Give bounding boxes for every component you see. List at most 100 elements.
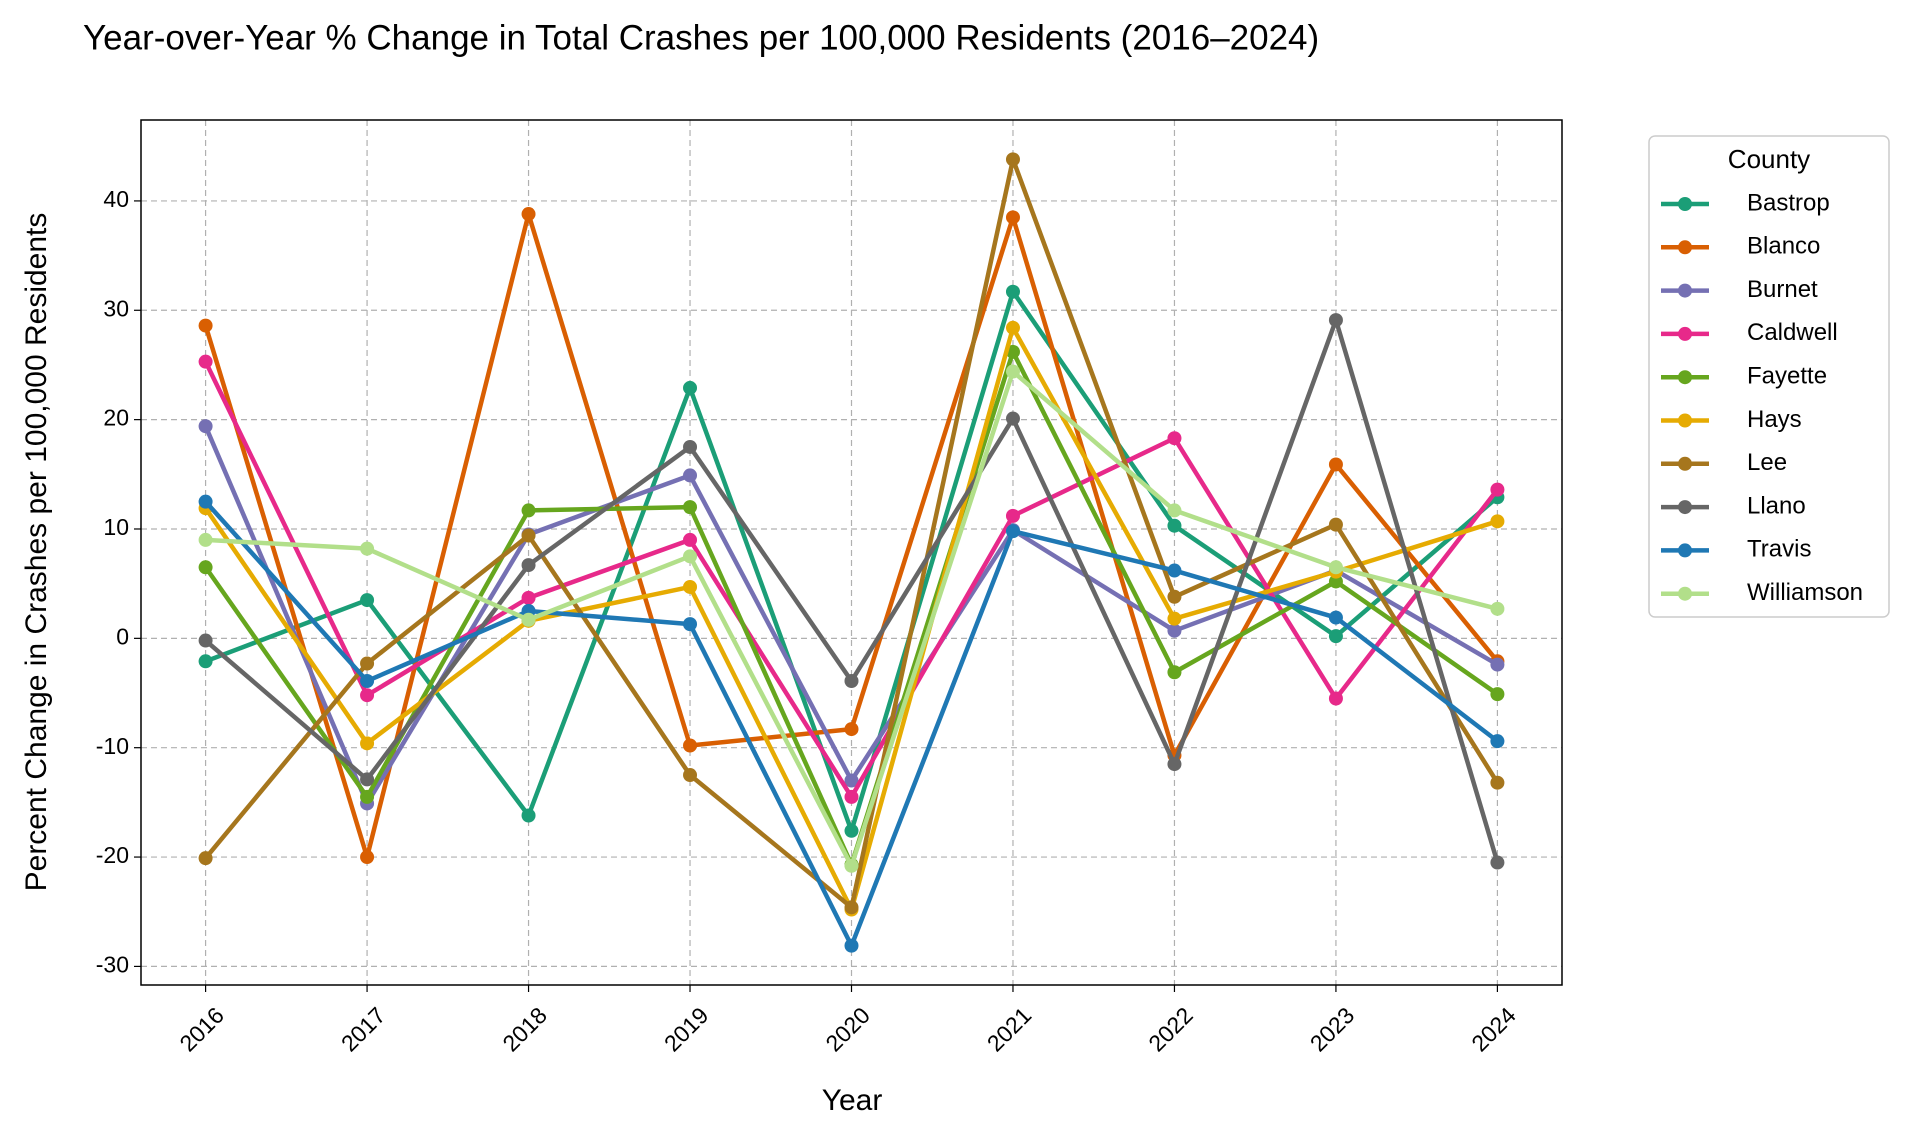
data-point bbox=[198, 494, 213, 509]
y-tick-label: -20 bbox=[96, 842, 129, 868]
legend-marker bbox=[1678, 586, 1692, 601]
data-point bbox=[683, 617, 698, 632]
data-point bbox=[521, 207, 536, 222]
legend-marker bbox=[1678, 413, 1692, 428]
legend-marker bbox=[1678, 197, 1692, 211]
data-point bbox=[1490, 514, 1505, 529]
legend-label: Hays bbox=[1747, 406, 1802, 433]
data-point bbox=[1005, 524, 1020, 539]
data-point bbox=[360, 593, 375, 608]
data-point bbox=[1328, 457, 1343, 472]
y-axis-label: Percent Change in Crashes per 100,000 Re… bbox=[20, 213, 53, 892]
data-point bbox=[360, 541, 375, 556]
data-point bbox=[844, 773, 859, 788]
data-point bbox=[1490, 657, 1505, 672]
legend-label: Burnet bbox=[1747, 276, 1818, 303]
x-tick-label: 2023 bbox=[1305, 1002, 1360, 1057]
legend-label: Fayette bbox=[1747, 363, 1827, 390]
data-point bbox=[1328, 517, 1343, 532]
data-point bbox=[1490, 734, 1505, 749]
legend-marker bbox=[1678, 456, 1692, 471]
data-point bbox=[1490, 855, 1505, 870]
chart-title: Year-over-Year % Change in Total Crashes… bbox=[83, 18, 1319, 57]
data-point bbox=[198, 354, 213, 369]
legend-title: County bbox=[1728, 144, 1810, 174]
data-point bbox=[198, 560, 213, 575]
data-point bbox=[1490, 482, 1505, 497]
data-point bbox=[1328, 313, 1343, 328]
data-point bbox=[1005, 364, 1020, 379]
plot-frame bbox=[140, 119, 1563, 986]
legend-label: Caldwell bbox=[1747, 319, 1838, 346]
x-tick-label: 2021 bbox=[982, 1002, 1037, 1057]
data-point bbox=[198, 318, 213, 333]
data-point bbox=[360, 789, 375, 804]
data-point bbox=[198, 654, 213, 669]
data-point bbox=[198, 532, 213, 547]
y-tick-label: 10 bbox=[103, 514, 129, 540]
data-point bbox=[1490, 775, 1505, 790]
legend-marker bbox=[1678, 326, 1692, 341]
data-point bbox=[1005, 508, 1020, 523]
data-point bbox=[1005, 152, 1020, 167]
data-point bbox=[1167, 589, 1182, 604]
y-tick-label: 30 bbox=[103, 295, 129, 321]
data-point bbox=[1167, 623, 1182, 638]
data-point bbox=[1328, 691, 1343, 706]
x-tick-label: 2016 bbox=[174, 1002, 229, 1057]
legend-label: Lee bbox=[1747, 449, 1787, 476]
data-point bbox=[360, 656, 375, 671]
data-point bbox=[1167, 611, 1182, 626]
data-point bbox=[1005, 210, 1020, 225]
data-point bbox=[1005, 284, 1020, 299]
data-point bbox=[1167, 757, 1182, 772]
data-point bbox=[844, 938, 859, 953]
data-point bbox=[683, 500, 698, 515]
data-point bbox=[360, 772, 375, 787]
data-point bbox=[844, 673, 859, 688]
data-point bbox=[683, 738, 698, 753]
data-point bbox=[521, 503, 536, 518]
y-tick-label: 40 bbox=[103, 186, 129, 212]
data-point bbox=[844, 789, 859, 804]
legend-marker bbox=[1678, 240, 1692, 255]
data-point bbox=[683, 532, 698, 547]
y-tick-label: -10 bbox=[96, 733, 129, 759]
x-tick-label: 2024 bbox=[1466, 1002, 1521, 1057]
data-point bbox=[1167, 431, 1182, 446]
data-point bbox=[1167, 518, 1182, 533]
data-point bbox=[521, 558, 536, 573]
data-point bbox=[521, 528, 536, 543]
x-axis-label: Year bbox=[822, 1084, 883, 1117]
legend-label: Bastrop bbox=[1747, 189, 1830, 216]
legend-marker bbox=[1678, 370, 1692, 385]
legend-marker bbox=[1678, 500, 1692, 515]
data-point bbox=[521, 612, 536, 627]
y-tick-label: 0 bbox=[116, 623, 129, 649]
x-tick-label: 2019 bbox=[659, 1002, 714, 1057]
data-point bbox=[1328, 629, 1343, 644]
x-tick-label: 2018 bbox=[497, 1002, 552, 1057]
data-point bbox=[683, 380, 698, 395]
data-point bbox=[1328, 574, 1343, 589]
y-tick-label: 20 bbox=[103, 405, 129, 431]
data-point bbox=[1005, 411, 1020, 426]
legend-label: Llano bbox=[1747, 492, 1806, 519]
legend-label: Blanco bbox=[1747, 233, 1820, 260]
data-point bbox=[683, 468, 698, 483]
data-point bbox=[683, 579, 698, 594]
data-point bbox=[1328, 560, 1343, 575]
legend-label: Williamson bbox=[1747, 579, 1863, 606]
data-point bbox=[360, 736, 375, 751]
data-point bbox=[1167, 503, 1182, 518]
data-point bbox=[844, 823, 859, 838]
data-point bbox=[521, 590, 536, 605]
data-point bbox=[360, 688, 375, 703]
data-point bbox=[1328, 610, 1343, 625]
data-point bbox=[360, 850, 375, 865]
data-point bbox=[198, 419, 213, 434]
data-point bbox=[1167, 665, 1182, 680]
data-point bbox=[844, 900, 859, 915]
data-point bbox=[683, 768, 698, 783]
